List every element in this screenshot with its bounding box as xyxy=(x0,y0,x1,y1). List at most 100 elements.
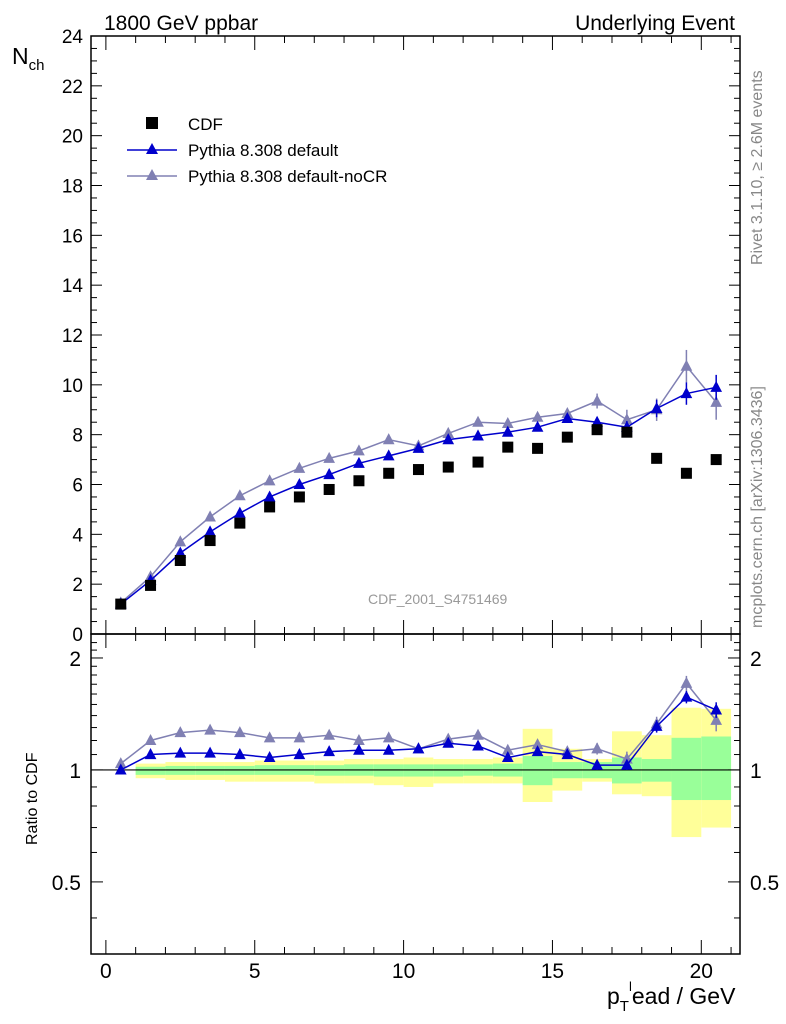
y-tick-label: 20 xyxy=(62,127,83,148)
ratio-marker-default xyxy=(382,743,395,755)
marker-nocr xyxy=(204,510,216,522)
ratio-y-tick-label: 1 xyxy=(69,760,81,783)
y-tick-label: 12 xyxy=(62,326,83,347)
x-axis-label: pTlead / GeV xyxy=(607,979,736,1015)
legend-triangle-default xyxy=(146,143,158,154)
ratio-marker-default xyxy=(323,745,336,757)
marker-cdf xyxy=(145,579,157,591)
legend-item-nocr: Pythia 8.308 default-noCR xyxy=(127,167,387,186)
main-plot-area xyxy=(114,349,723,610)
ratio-y-tick-label-right: 0.5 xyxy=(750,872,779,895)
marker-default xyxy=(561,411,574,424)
marker-cdf xyxy=(472,456,484,468)
header-left: 1800 GeV ppbar xyxy=(104,12,258,35)
ratio-marker-default xyxy=(263,751,276,763)
ratio-y-tick-label-right: 1 xyxy=(750,760,762,783)
ratio-marker-default xyxy=(204,746,216,758)
ratio-marker-default xyxy=(561,748,574,760)
y-tick-label: 22 xyxy=(62,77,83,98)
legend-item-default: Pythia 8.308 default xyxy=(127,141,339,160)
y-tick-label: 24 xyxy=(62,27,84,48)
marker-nocr xyxy=(293,461,306,473)
marker-nocr xyxy=(710,395,723,407)
ratio-marker-nocr xyxy=(531,738,544,750)
y-tick-label: 18 xyxy=(62,177,83,198)
band-green xyxy=(671,737,702,801)
x-tick-label: 15 xyxy=(541,960,564,983)
marker-default xyxy=(442,433,455,445)
marker-default xyxy=(680,387,693,399)
marker-cdf xyxy=(651,452,663,464)
ratio-marker-default xyxy=(114,763,127,775)
x-tick-label: 10 xyxy=(392,960,415,983)
ratio-marker-default xyxy=(412,742,425,754)
band-green xyxy=(522,756,553,786)
ratio-marker-nocr xyxy=(680,676,693,688)
marker-nocr xyxy=(531,410,544,422)
band-green xyxy=(701,736,732,801)
marker-cdf xyxy=(710,454,722,466)
marker-cdf xyxy=(680,467,692,479)
legend-label-cdf: CDF xyxy=(188,115,223,134)
y-tick-label: 6 xyxy=(72,476,83,497)
marker-nocr xyxy=(353,444,365,456)
legend-item-cdf: CDF xyxy=(146,115,223,134)
ratio-marker-default xyxy=(650,719,663,731)
ratio-panel: 0.5 0.51 12 20 5 10 15 20 Ratio to CDF pTlead /… xyxy=(24,633,779,1015)
marker-cdf xyxy=(591,424,603,436)
marker-nocr xyxy=(323,451,336,463)
ratio-y-tick-label: 2 xyxy=(69,648,81,671)
marker-default xyxy=(234,506,246,518)
marker-cdf xyxy=(234,517,246,529)
marker-default xyxy=(650,402,663,414)
ratio-ticks: 0.5 0.51 12 20 5 10 15 20 xyxy=(52,634,779,983)
marker-default xyxy=(293,478,306,490)
ratio-marker-nocr xyxy=(323,728,336,740)
marker-default xyxy=(591,415,603,427)
analysis-watermark: CDF_2001_S4751469 xyxy=(368,591,508,607)
marker-default xyxy=(531,420,544,432)
y-tick-label: 2 xyxy=(72,575,83,596)
legend-label-nocr: Pythia 8.308 default-noCR xyxy=(188,167,387,186)
marker-cdf xyxy=(412,464,424,476)
ratio-marker-default xyxy=(680,690,693,702)
ratio-marker-nocr xyxy=(234,726,246,738)
ratio-bands xyxy=(91,707,740,838)
ratio-marker-default xyxy=(174,746,187,758)
marker-nocr xyxy=(501,416,514,429)
rivet-version-text: Rivet 3.1.10, ≥ 2.6M events xyxy=(749,70,766,265)
marker-default xyxy=(353,456,365,468)
legend-label-default: Pythia 8.308 default xyxy=(188,141,339,160)
mcplots-text: mcplots.cern.ch [arXiv:1306.3436] xyxy=(749,386,766,628)
ratio-marker-default xyxy=(621,758,633,770)
ratio-marker-default xyxy=(531,745,544,757)
marker-nocr xyxy=(263,474,276,486)
ratio-marker-nocr xyxy=(293,731,306,743)
legend-triangle-nocr xyxy=(146,169,158,180)
ratio-frame xyxy=(90,633,741,955)
ratio-marker-default xyxy=(353,743,365,755)
marker-cdf xyxy=(204,535,216,547)
marker-nocr xyxy=(442,426,455,438)
ratio-y-tick-label: 0.5 xyxy=(52,872,81,895)
marker-cdf xyxy=(502,441,514,453)
series-line-nocr xyxy=(120,364,717,604)
ratio-marker-nocr xyxy=(353,733,365,746)
ratio-marker-default xyxy=(144,748,157,760)
ratio-marker-nocr xyxy=(174,726,187,738)
marker-default xyxy=(382,449,395,461)
marker-default xyxy=(710,380,723,392)
marker-default xyxy=(204,525,216,537)
ratio-marker-default xyxy=(710,703,723,715)
y-tick-label: 8 xyxy=(72,426,83,447)
ratio-marker-default xyxy=(501,751,514,763)
y-tick-label: 10 xyxy=(62,376,83,397)
marker-cdf xyxy=(293,491,305,503)
marker-cdf xyxy=(532,442,544,454)
y-tick-label: 4 xyxy=(72,525,83,546)
y-tick-label: 14 xyxy=(62,276,84,297)
ratio-marker-nocr xyxy=(710,713,723,725)
